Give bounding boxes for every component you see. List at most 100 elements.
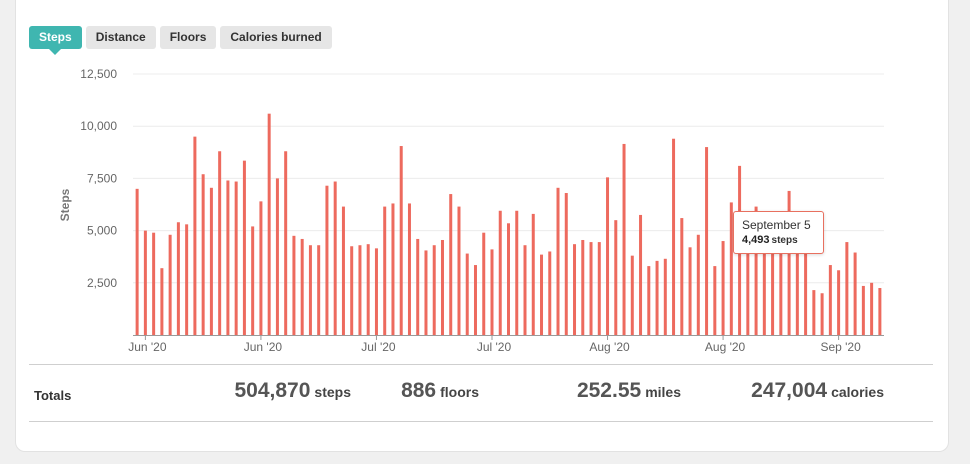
bar: [680, 218, 684, 335]
bar: [548, 251, 552, 335]
bar: [209, 187, 213, 335]
total-steps-value: 504,870: [234, 379, 311, 402]
x-tick-label: Aug '20: [589, 340, 630, 354]
bar: [845, 242, 849, 335]
bar: [688, 247, 692, 335]
x-tick-label: Jun '20: [128, 340, 167, 354]
total-miles-value: 252.55: [576, 379, 642, 402]
bar: [135, 188, 139, 335]
bar: [606, 177, 610, 335]
tooltip-value-row: 4,493 steps: [742, 232, 815, 249]
bar: [275, 178, 279, 335]
bar: [820, 293, 824, 335]
bar: [795, 224, 799, 335]
bar: [333, 181, 337, 335]
y-tick-label: 12,500: [80, 67, 117, 81]
bar: [828, 265, 832, 335]
y-tick-label: 10,000: [80, 119, 117, 133]
bar: [383, 206, 387, 335]
totals-label: Totals: [34, 388, 72, 403]
bar: [152, 232, 156, 335]
total-miles: 252.55 miles: [577, 379, 681, 403]
bar: [581, 239, 585, 335]
tooltip-unit: steps: [771, 235, 798, 246]
bar: [143, 230, 147, 335]
tab-calories-burned[interactable]: Calories burned: [220, 26, 332, 49]
total-calories-value: 247,004: [751, 379, 828, 402]
bar: [573, 244, 577, 335]
bar: [540, 254, 544, 335]
bar: [705, 147, 709, 335]
bar: [614, 220, 618, 335]
bar: [399, 146, 403, 335]
bar: [498, 210, 502, 335]
tab-distance[interactable]: Distance: [85, 26, 156, 49]
bar: [861, 285, 865, 335]
bar: [523, 245, 527, 335]
bar: [622, 143, 626, 335]
bar: [226, 180, 230, 335]
bar: [482, 232, 486, 335]
bar: [259, 201, 263, 335]
bar: [267, 113, 271, 335]
bar: [853, 252, 857, 335]
metric-tabs: Steps Distance Floors Calories burned: [29, 26, 332, 55]
bar: [234, 181, 238, 335]
x-tick-label: Aug '20: [705, 340, 746, 354]
bar: [812, 290, 816, 335]
bar: [672, 138, 676, 335]
bar: [424, 250, 428, 335]
x-tick-label: Jun '20: [244, 340, 283, 354]
bar: [787, 190, 791, 335]
bar: [713, 266, 717, 335]
bar: [655, 260, 659, 335]
bar: [762, 222, 766, 335]
bar: [490, 249, 494, 335]
bar: [696, 234, 700, 335]
bar: [308, 245, 312, 335]
bar: [746, 224, 750, 335]
bar: [325, 185, 329, 335]
tooltip-date: September 5: [742, 218, 811, 232]
bar: [374, 248, 378, 335]
total-calories: 247,004 calories: [751, 379, 884, 403]
bar: [160, 268, 164, 335]
bar: [251, 226, 255, 335]
total-calories-unit: calories: [831, 384, 884, 400]
total-miles-unit: miles: [645, 384, 681, 400]
bar: [416, 238, 420, 335]
tab-steps[interactable]: Steps: [29, 26, 82, 55]
bar: [284, 151, 288, 335]
total-floors-value: 886: [401, 379, 437, 402]
bar: [185, 224, 189, 335]
bar: [473, 265, 477, 335]
totals-bottom-divider: [29, 421, 933, 422]
bar: [449, 194, 453, 335]
bar: [341, 206, 345, 335]
tooltip-value: 4,493: [742, 234, 770, 246]
bar: [366, 244, 370, 335]
bar: [589, 242, 593, 335]
bar: [837, 270, 841, 335]
total-floors: 886 floors: [401, 379, 479, 403]
bar: [358, 245, 362, 335]
bar: [597, 242, 601, 335]
bar: [507, 223, 510, 335]
y-tick-label: 7,500: [87, 171, 117, 185]
x-tick-label: Jul '20: [477, 340, 512, 354]
bar: [639, 214, 643, 335]
bar: [242, 160, 246, 335]
bar: [176, 222, 180, 335]
bar: [457, 206, 461, 335]
tab-floors[interactable]: Floors: [159, 26, 217, 49]
bar: [391, 203, 395, 335]
bar: [531, 213, 535, 335]
bar: [350, 246, 354, 335]
bar: [300, 238, 304, 335]
bar: [564, 193, 568, 335]
totals-top-divider: [29, 364, 933, 365]
total-floors-unit: floors: [440, 384, 479, 400]
x-tick-label: Jul '20: [361, 340, 396, 354]
bar: [779, 220, 783, 335]
